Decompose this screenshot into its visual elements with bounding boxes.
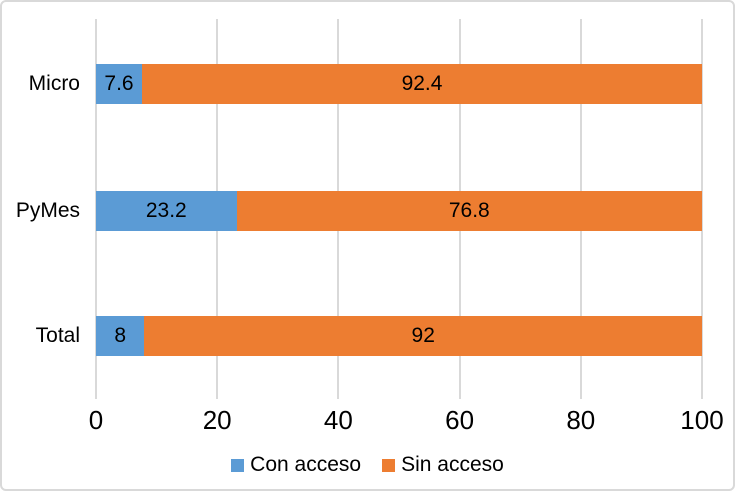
- data-label: 8: [114, 324, 127, 347]
- legend-swatch-con-acceso-icon: [231, 458, 245, 472]
- category-label-pymes: PyMes: [15, 199, 80, 222]
- bar-total: 8 92: [96, 316, 702, 356]
- legend-label-con-acceso: Con acceso: [250, 453, 362, 476]
- axis-tick: [95, 391, 97, 399]
- bar-segment-micro-con-acceso: 7.6: [96, 64, 143, 104]
- bar-pymes: 23.2 76.8: [96, 191, 702, 231]
- gridline: [701, 19, 703, 391]
- data-label: 76.8: [448, 199, 490, 222]
- axis-tick: [337, 391, 340, 399]
- axis-tick: [458, 391, 461, 399]
- bar-segment-micro-sin-acceso: 92.4: [142, 64, 702, 104]
- data-label: 92.4: [401, 72, 443, 95]
- category-label-micro: Micro: [28, 72, 80, 95]
- x-axis: 0 20 40 60 80 100: [89, 405, 724, 437]
- bar-segment-pymes-con-acceso: 23.2: [96, 191, 237, 231]
- x-tick-label: 20: [202, 405, 232, 435]
- data-label: 7.6: [104, 72, 134, 95]
- category-label-total: Total: [35, 324, 80, 347]
- legend-swatch-sin-acceso-icon: [382, 458, 396, 472]
- bar-row-micro: Micro 7.6 92.4: [29, 64, 702, 104]
- data-label: 23.2: [145, 199, 187, 222]
- bar-row-total: Total 8 92: [36, 316, 702, 356]
- data-label: 92: [411, 324, 435, 347]
- x-tick-label: 40: [323, 405, 353, 435]
- plot-area: Micro 7.6 92.4 PyMes 23.2 76.8: [16, 19, 703, 399]
- bar-micro: 7.6 92.4: [96, 64, 702, 104]
- axis-tick: [216, 391, 219, 399]
- bar-row-pymes: PyMes 23.2 76.8: [16, 191, 702, 231]
- bar-segment-total-con-acceso: 8: [96, 316, 145, 356]
- x-tick-label: 60: [445, 405, 475, 435]
- legend-label-sin-acceso: Sin acceso: [401, 453, 504, 476]
- x-tick-label: 80: [566, 405, 596, 435]
- axis-tick: [579, 391, 582, 399]
- legend: Con acceso Sin acceso: [2, 453, 733, 477]
- legend-item-sin-acceso: Sin acceso: [382, 453, 504, 477]
- x-tick-label: 100: [680, 405, 724, 435]
- x-tick-label: 0: [88, 405, 104, 435]
- legend-item-con-acceso: Con acceso: [231, 453, 361, 477]
- bar-segment-total-sin-acceso: 92: [144, 316, 702, 356]
- axis-tick: [701, 391, 703, 399]
- bar-segment-pymes-sin-acceso: 76.8: [236, 191, 702, 231]
